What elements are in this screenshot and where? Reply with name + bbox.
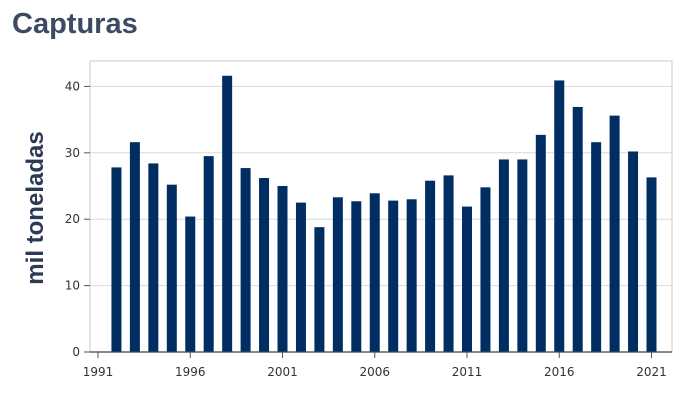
y-tick-label: 0	[72, 345, 80, 359]
bar-2006	[369, 193, 380, 352]
x-tick-label: 2021	[636, 365, 667, 379]
y-tick-label: 20	[65, 212, 80, 226]
bar-2011	[462, 206, 472, 352]
x-tick-label: 2011	[452, 365, 483, 379]
chart-title: Capturas	[12, 8, 138, 40]
bar-1992	[111, 167, 122, 352]
bar-2010	[443, 175, 454, 352]
bar-2021	[646, 177, 657, 352]
bar-2007	[388, 200, 399, 352]
bar-1994	[148, 163, 159, 352]
x-tick-label: 2006	[359, 365, 390, 379]
bar-2019	[609, 115, 620, 353]
bar-2020	[628, 151, 639, 352]
y-tick-label: 10	[65, 279, 80, 293]
bar-2005	[351, 201, 362, 352]
bar-1998	[222, 75, 233, 352]
bar-2008	[406, 199, 417, 352]
bar-2001	[277, 186, 288, 352]
bar-1995	[166, 184, 177, 352]
bar-2018	[591, 142, 602, 352]
bar-1993	[129, 142, 140, 352]
bars	[111, 75, 657, 353]
bar-2013	[498, 159, 509, 352]
bar-2009	[425, 180, 436, 352]
bar-2016	[554, 80, 565, 353]
bar-2004	[332, 197, 343, 352]
x-ticks: 1991 1996 2001 2006 2011 2016 2021	[83, 352, 667, 379]
bar-1996	[185, 216, 196, 352]
bar-2012	[480, 187, 491, 352]
bar-2015	[535, 134, 546, 352]
x-tick-label: 1996	[175, 365, 206, 379]
x-tick-label: 2001	[267, 365, 298, 379]
bar-2000	[259, 178, 270, 352]
y-ticks: 0 10 20 30 40	[65, 79, 90, 359]
x-tick-label: 1991	[83, 365, 114, 379]
x-tick-label: 2016	[544, 365, 575, 379]
bar-2017	[572, 106, 583, 352]
bar-2002	[295, 202, 306, 352]
bar-2014	[517, 159, 528, 352]
bar-2003	[314, 227, 325, 352]
bar-1999	[240, 168, 251, 352]
bar-1997	[203, 156, 214, 352]
plot-frame	[89, 60, 673, 353]
y-tick-label: 30	[65, 146, 80, 160]
y-tick-label: 40	[65, 79, 80, 93]
